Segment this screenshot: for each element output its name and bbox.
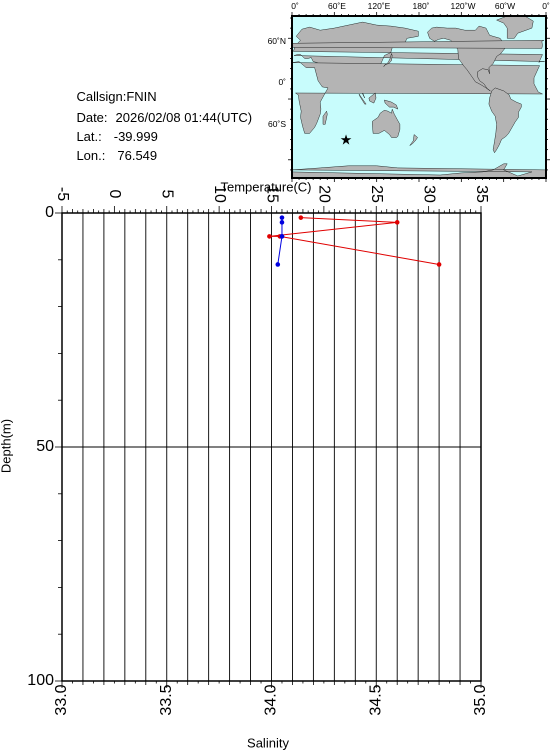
bottom-axis-tick-label: 33.5 xyxy=(158,684,175,715)
top-axis-tick-label: 25 xyxy=(368,185,385,203)
map-lat-label: 0˚ xyxy=(278,77,286,87)
temperature-data-point xyxy=(267,234,272,239)
salinity-profile-line xyxy=(277,217,283,265)
station-lon: Lon.: 76.549 xyxy=(62,133,157,178)
y-axis-tick-label: 0 xyxy=(45,204,54,221)
station-lat: Lat.: -39.999 xyxy=(62,114,158,159)
temperature-data-point xyxy=(436,262,442,267)
map-lon-label: 120˚W xyxy=(450,1,475,11)
land-mass xyxy=(372,108,401,138)
land-mass xyxy=(291,61,543,134)
salinity-data-point xyxy=(275,262,281,267)
map-lon-labels: 0˚ 60˚E 120˚E 180˚ 120˚W 60˚W 0˚ xyxy=(291,1,550,11)
callsign-value: FNIN xyxy=(126,89,157,104)
y-axis-title: Depth(m) xyxy=(0,419,13,473)
map-lon-label: 120˚E xyxy=(368,1,391,11)
callsign-label: Callsign: xyxy=(76,89,127,104)
map-lat-label: 60˚N xyxy=(268,36,286,46)
land-mass xyxy=(409,134,418,146)
top-axis-tick-label: 15 xyxy=(263,185,280,203)
salinity-data-point xyxy=(279,220,285,225)
bottom-axis-tick-label: 34.5 xyxy=(367,684,384,715)
lon-value: 76.549 xyxy=(117,148,158,163)
land-mass xyxy=(383,52,393,67)
salinity-data-point xyxy=(279,215,285,220)
top-axis-tick-label: 20 xyxy=(316,185,333,203)
temperature-profile-line xyxy=(269,217,440,265)
land-mass xyxy=(488,87,522,154)
plot-frame xyxy=(61,212,482,682)
map-lat-labels: 60˚N 0˚ 60˚S xyxy=(268,36,287,129)
temperature-data-point xyxy=(298,215,304,220)
station-date: Date: 2026/02/08 01:44(UTC) xyxy=(62,95,252,140)
salinity-data-point xyxy=(279,234,285,239)
date-label: Date: xyxy=(76,110,108,125)
land-mass xyxy=(368,92,377,104)
land-mass xyxy=(358,93,367,105)
land-mass xyxy=(322,110,328,125)
map-lon-label: 0˚ xyxy=(542,1,550,11)
lat-label: Lat.: xyxy=(76,129,102,144)
temperature-data-point xyxy=(394,220,400,225)
top-axis-tick-label: 5 xyxy=(159,190,176,199)
land-mass xyxy=(384,99,399,110)
top-axis-tick-label: 10 xyxy=(211,185,228,203)
top-axis-tick-label: 30 xyxy=(420,185,437,203)
map-lon-label: 60˚E xyxy=(328,1,346,11)
top-axis-tick-label: 0 xyxy=(106,190,123,199)
map-lat-label: 60˚S xyxy=(268,119,286,129)
map-lon-label: 60˚W xyxy=(495,1,515,11)
chart-series xyxy=(267,215,442,267)
top-axis-tick-label: 35 xyxy=(473,185,490,203)
map-land xyxy=(291,15,547,179)
chart-grid xyxy=(62,213,481,681)
y-axis-tick-label: 50 xyxy=(36,438,54,455)
lat-value: -39.999 xyxy=(113,129,158,144)
bottom-axis-title: Salinity xyxy=(247,735,289,750)
bottom-axis-tick-label: 33.0 xyxy=(53,684,70,715)
y-axis-tick-label: 100 xyxy=(27,672,54,689)
map-ticks xyxy=(288,12,550,182)
bottom-axis-tick-label: 35.0 xyxy=(472,684,489,715)
station-marker-icon: ★ xyxy=(340,132,353,148)
world-map: 0˚ 60˚E 120˚E 180˚ 120˚W 60˚W 0˚ 60˚N 0˚… xyxy=(268,1,550,182)
top-axis-title: Temperature(C) xyxy=(220,180,311,194)
map-lon-label: 180˚ xyxy=(412,1,429,11)
map-lon-label: 0˚ xyxy=(291,1,299,11)
lon-label: Lon.: xyxy=(76,148,106,163)
bottom-axis-tick-label: 34.0 xyxy=(263,684,280,715)
station-callsign: Callsign:FNIN xyxy=(62,74,157,119)
top-axis-tick-label: -5 xyxy=(54,187,71,201)
date-value: 2026/02/08 01:44(UTC) xyxy=(115,110,253,125)
